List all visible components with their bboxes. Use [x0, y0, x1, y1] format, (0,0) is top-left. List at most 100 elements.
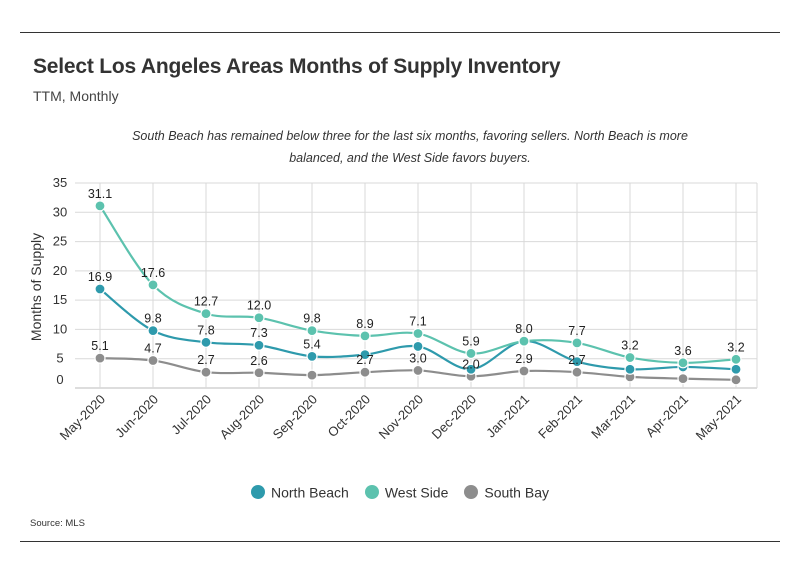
x-tick-label: Jul-2020 [168, 392, 214, 438]
data-point-west-side [518, 335, 530, 347]
x-tick-label: Aug-2020 [217, 392, 267, 442]
data-label-west-side: 31.1 [88, 187, 112, 201]
data-point-north-beach [412, 340, 424, 353]
data-point-south-bay [412, 364, 424, 377]
y-tick-label: 10 [53, 321, 67, 336]
x-tick-label: Feb-2021 [535, 392, 585, 442]
data-point-north-beach [253, 339, 265, 351]
data-point-north-beach [571, 356, 583, 368]
data-point-south-bay [571, 366, 583, 378]
data-point-west-side [253, 312, 265, 324]
legend-item-west-side: West Side [364, 483, 449, 500]
legend: North Beach West Side South Bay [0, 482, 800, 500]
data-point-north-beach [94, 283, 106, 295]
data-label-north-beach: 9.8 [144, 312, 161, 326]
data-point-south-bay [306, 369, 318, 381]
x-tick-label: Jan-2021 [483, 392, 532, 441]
y-tick-label: 30 [53, 204, 67, 219]
source-note: Source: MLS [30, 518, 85, 529]
data-label-south-bay: 2.9 [515, 352, 532, 366]
data-label-south-bay: 3.0 [409, 351, 426, 365]
legend-label: North Beach [271, 483, 349, 500]
legend-label: West Side [384, 483, 449, 500]
data-label-south-bay: 2.7 [197, 353, 214, 367]
data-label-west-side: 3.2 [727, 340, 744, 354]
data-label-west-side: 3.6 [674, 344, 691, 358]
data-label-north-beach: 5.4 [303, 337, 320, 351]
data-point-north-beach [624, 363, 636, 375]
data-label-south-bay: 4.7 [144, 341, 161, 355]
y-tick-label: 35 [53, 175, 67, 190]
data-point-west-side [359, 330, 371, 342]
data-point-south-bay [253, 367, 265, 379]
y-tick-label: 0 [56, 372, 63, 387]
y-axis: 0 5 10 15 20 25 30 35 [53, 175, 67, 387]
data-label-west-side: 8.9 [356, 317, 373, 331]
data-point-south-bay [518, 365, 530, 377]
data-label-north-beach: 7.3 [250, 326, 267, 340]
data-point-west-side [571, 337, 583, 349]
legend-marker [364, 484, 379, 499]
data-label-south-bay: 5.1 [91, 339, 108, 353]
legend-item-north-beach: North Beach [251, 483, 349, 500]
data-point-north-beach [465, 363, 477, 375]
bottom-rule [20, 541, 780, 542]
data-point-south-bay [147, 354, 159, 367]
x-tick-label: May-2020 [57, 392, 108, 443]
x-tick-label: Jun-2020 [112, 392, 161, 441]
chart-title: Select Los Angeles Areas Months of Suppl… [33, 55, 561, 78]
data-label-west-side: 12.7 [194, 295, 218, 309]
data-point-west-side [465, 347, 477, 360]
data-label-west-side: 5.9 [462, 334, 479, 348]
x-tick-label: Dec-2020 [429, 392, 479, 442]
y-tick-label: 15 [53, 292, 67, 307]
data-point-west-side [200, 308, 212, 320]
data-point-south-bay [94, 352, 106, 364]
data-label-south-bay: 2.7 [568, 353, 585, 367]
chart-annotation: South Beach has remained below three for… [132, 129, 688, 165]
data-point-west-side [94, 200, 106, 212]
data-label-west-side: 7.1 [409, 315, 426, 329]
y-tick-label: 25 [53, 234, 67, 249]
data-point-south-bay [200, 366, 212, 378]
x-tick-label: Sep-2020 [270, 392, 320, 442]
data-point-north-beach [359, 349, 371, 361]
data-point-south-bay [730, 374, 742, 386]
data-label-south-bay: 2.7 [356, 353, 373, 367]
data-point-west-side [624, 351, 636, 364]
legend-label: South Bay [484, 483, 549, 500]
data-point-west-side [306, 325, 318, 337]
data-label-west-side: 3.2 [621, 339, 638, 353]
data-label-west-side: 7.7 [568, 324, 585, 338]
data-point-west-side [412, 327, 424, 340]
data-label-north-beach: 16.9 [88, 270, 112, 284]
data-label-south-bay: 2.6 [250, 354, 267, 368]
x-tick-label: Apr-2021 [643, 392, 691, 440]
data-label-north-beach: 7.8 [197, 323, 214, 337]
data-point-north-beach [306, 350, 318, 362]
legend-marker [251, 484, 265, 499]
data-point-north-beach [147, 325, 159, 337]
legend-item-south-bay: South Bay [464, 483, 549, 500]
data-label-south-bay: 2.0 [462, 357, 479, 371]
series-layer [94, 200, 742, 386]
y-axis-label: Months of Supply [28, 233, 44, 341]
data-point-west-side [730, 353, 742, 365]
data-label-west-side: 12.0 [247, 299, 271, 313]
y-tick-label: 20 [53, 263, 67, 278]
x-tick-label: Nov-2020 [376, 392, 426, 442]
data-point-south-bay [677, 373, 689, 385]
y-tick-label: 5 [56, 351, 63, 366]
data-point-west-side [677, 357, 689, 369]
legend-marker [464, 484, 479, 499]
data-labels: 5.1 4.7 2.7 2.6 2.7 3.0 2.0 2.9 2.7 16.9 9.8 7.8 7.3… [88, 187, 745, 371]
data-point-west-side [147, 279, 159, 291]
x-tick-label: Mar-2021 [588, 392, 638, 442]
x-axis: May-2020 Jun-2020 Jul-2020 Aug-2020 Sep-2020… [57, 392, 744, 443]
data-label-west-side: 8.0 [515, 322, 532, 336]
x-tick-label: Oct-2020 [325, 392, 373, 440]
data-label-west-side: 9.8 [303, 312, 320, 326]
data-label-west-side: 17.6 [141, 266, 165, 280]
data-point-north-beach [200, 336, 212, 348]
